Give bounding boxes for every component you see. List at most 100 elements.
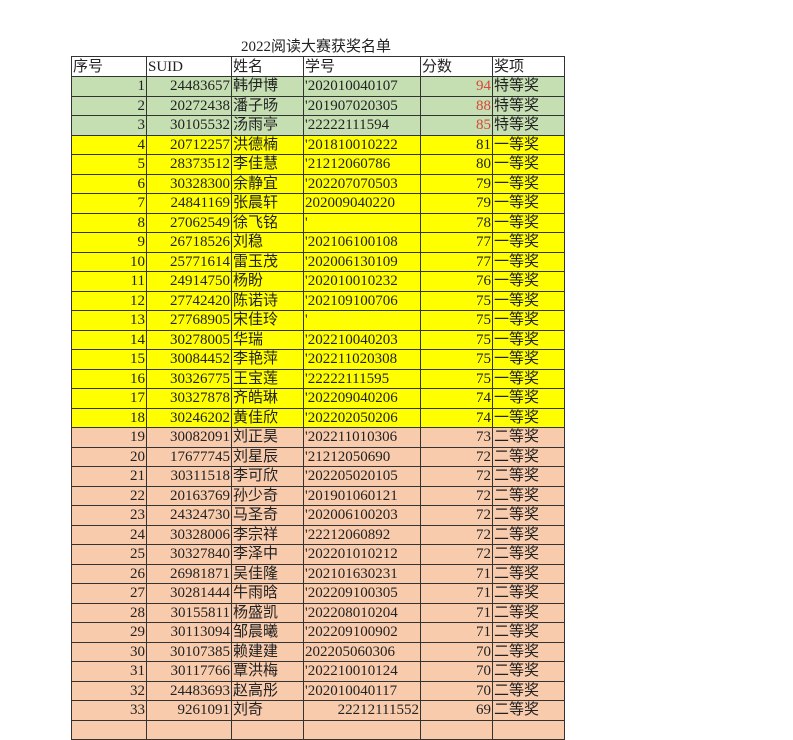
cell-no[interactable]: 29 (71, 622, 147, 643)
cell-score[interactable]: 85 (420, 115, 493, 136)
cell-suid[interactable]: 27062549 (146, 212, 232, 233)
cell-score[interactable]: 94 (420, 76, 493, 97)
cell-name[interactable]: 黄佳欣 (231, 407, 304, 428)
cell-award[interactable]: 一等奖 (492, 290, 565, 311)
cell-name[interactable]: 李可欣 (231, 466, 304, 487)
cell-no[interactable]: 1 (71, 76, 147, 97)
cell-name[interactable]: 刘奇 (231, 700, 304, 721)
cell-name[interactable]: 李佳慧 (231, 154, 304, 175)
cell-student-id[interactable]: '202010040117 (303, 680, 421, 701)
cell-name[interactable]: 杨盼 (231, 271, 304, 292)
cell-award[interactable]: 一等奖 (492, 232, 565, 253)
cell-score[interactable]: 77 (420, 251, 493, 272)
cell-student-id[interactable]: '202208010204 (303, 602, 421, 623)
cell-score[interactable]: 73 (420, 427, 493, 448)
cell-no[interactable]: 6 (71, 173, 147, 194)
cell-suid[interactable]: 24841169 (146, 193, 232, 214)
cell-student-id[interactable]: '202210010124 (303, 661, 421, 682)
cell-award[interactable]: 一等奖 (492, 310, 565, 331)
cell-score[interactable]: 71 (420, 563, 493, 584)
cell-suid[interactable]: 26718526 (146, 232, 232, 253)
cell-award[interactable]: 一等奖 (492, 154, 565, 175)
cell-name[interactable]: 赖建建 (231, 641, 304, 662)
cell-suid[interactable]: 30328006 (146, 524, 232, 545)
cell-name[interactable]: 韩伊博 (231, 76, 304, 97)
cell-score[interactable]: 81 (420, 134, 493, 155)
cell-score[interactable]: 76 (420, 271, 493, 292)
cell-student-id[interactable]: '202211010306 (303, 427, 421, 448)
cell-name[interactable]: 李艳萍 (231, 349, 304, 370)
cell-no[interactable]: 17 (71, 388, 147, 409)
cell-student-id[interactable]: '202101630231 (303, 563, 421, 584)
cell-suid[interactable]: 30278005 (146, 329, 232, 350)
cell-no[interactable]: 8 (71, 212, 147, 233)
cell-score[interactable]: 78 (420, 212, 493, 233)
cell-student-id[interactable]: '202109100706 (303, 290, 421, 311)
cell-score[interactable]: 77 (420, 232, 493, 253)
cell-score[interactable]: 72 (420, 524, 493, 545)
cell-award[interactable]: 二等奖 (492, 485, 565, 506)
cell-award[interactable]: 二等奖 (492, 700, 565, 721)
cell-name[interactable]: 牛雨晗 (231, 583, 304, 604)
cell-score[interactable]: 75 (420, 368, 493, 389)
cell-name[interactable]: 马圣奇 (231, 505, 304, 526)
cell-name[interactable]: 刘稳 (231, 232, 304, 253)
cell-suid[interactable]: 30328300 (146, 173, 232, 194)
cell-student-id[interactable]: '201901060121 (303, 485, 421, 506)
cell-student-id[interactable]: '22212060892 (303, 524, 421, 545)
cell-student-id[interactable]: '201810010222 (303, 134, 421, 155)
cell-no[interactable]: 10 (71, 251, 147, 272)
header-no[interactable]: 序号 (71, 56, 147, 77)
empty-cell[interactable] (420, 719, 493, 740)
empty-cell[interactable] (303, 719, 421, 740)
cell-suid[interactable]: 9261091 (146, 700, 232, 721)
cell-score[interactable]: 69 (420, 700, 493, 721)
cell-award[interactable]: 一等奖 (492, 134, 565, 155)
cell-score[interactable]: 79 (420, 193, 493, 214)
cell-award[interactable]: 二等奖 (492, 602, 565, 623)
cell-suid[interactable]: 30084452 (146, 349, 232, 370)
cell-suid[interactable]: 30082091 (146, 427, 232, 448)
cell-score[interactable]: 88 (420, 95, 493, 116)
cell-name[interactable]: 邹晨曦 (231, 622, 304, 643)
cell-no[interactable]: 31 (71, 661, 147, 682)
cell-suid[interactable]: 30311518 (146, 466, 232, 487)
cell-score[interactable]: 80 (420, 154, 493, 175)
cell-no[interactable]: 22 (71, 485, 147, 506)
cell-suid[interactable]: 27768905 (146, 310, 232, 331)
cell-suid[interactable]: 30117766 (146, 661, 232, 682)
cell-student-id[interactable]: ' (303, 212, 421, 233)
cell-student-id[interactable]: '202210040203 (303, 329, 421, 350)
cell-award[interactable]: 二等奖 (492, 466, 565, 487)
cell-student-id[interactable]: 22212111552 (303, 700, 421, 721)
cell-student-id[interactable]: 202009040220 (303, 193, 421, 214)
cell-name[interactable]: 覃洪梅 (231, 661, 304, 682)
cell-name[interactable]: 雷玉茂 (231, 251, 304, 272)
cell-score[interactable]: 75 (420, 329, 493, 350)
cell-award[interactable]: 二等奖 (492, 446, 565, 467)
cell-score[interactable]: 75 (420, 310, 493, 331)
cell-student-id[interactable]: '22222111595 (303, 368, 421, 389)
cell-suid[interactable]: 30327840 (146, 544, 232, 565)
cell-name[interactable]: 余静宜 (231, 173, 304, 194)
cell-suid[interactable]: 20272438 (146, 95, 232, 116)
cell-award[interactable]: 二等奖 (492, 427, 565, 448)
cell-suid[interactable]: 30246202 (146, 407, 232, 428)
cell-no[interactable]: 24 (71, 524, 147, 545)
cell-name[interactable]: 孙少奇 (231, 485, 304, 506)
cell-suid[interactable]: 26981871 (146, 563, 232, 584)
cell-no[interactable]: 2 (71, 95, 147, 116)
cell-student-id[interactable]: '21212060786 (303, 154, 421, 175)
cell-award[interactable]: 二等奖 (492, 583, 565, 604)
cell-award[interactable]: 一等奖 (492, 173, 565, 194)
cell-name[interactable]: 洪德楠 (231, 134, 304, 155)
cell-award[interactable]: 一等奖 (492, 271, 565, 292)
cell-no[interactable]: 9 (71, 232, 147, 253)
cell-award[interactable]: 二等奖 (492, 505, 565, 526)
cell-score[interactable]: 75 (420, 349, 493, 370)
cell-award[interactable]: 一等奖 (492, 193, 565, 214)
cell-award[interactable]: 一等奖 (492, 407, 565, 428)
cell-student-id[interactable]: '202207070503 (303, 173, 421, 194)
cell-suid[interactable]: 30281444 (146, 583, 232, 604)
cell-no[interactable]: 3 (71, 115, 147, 136)
